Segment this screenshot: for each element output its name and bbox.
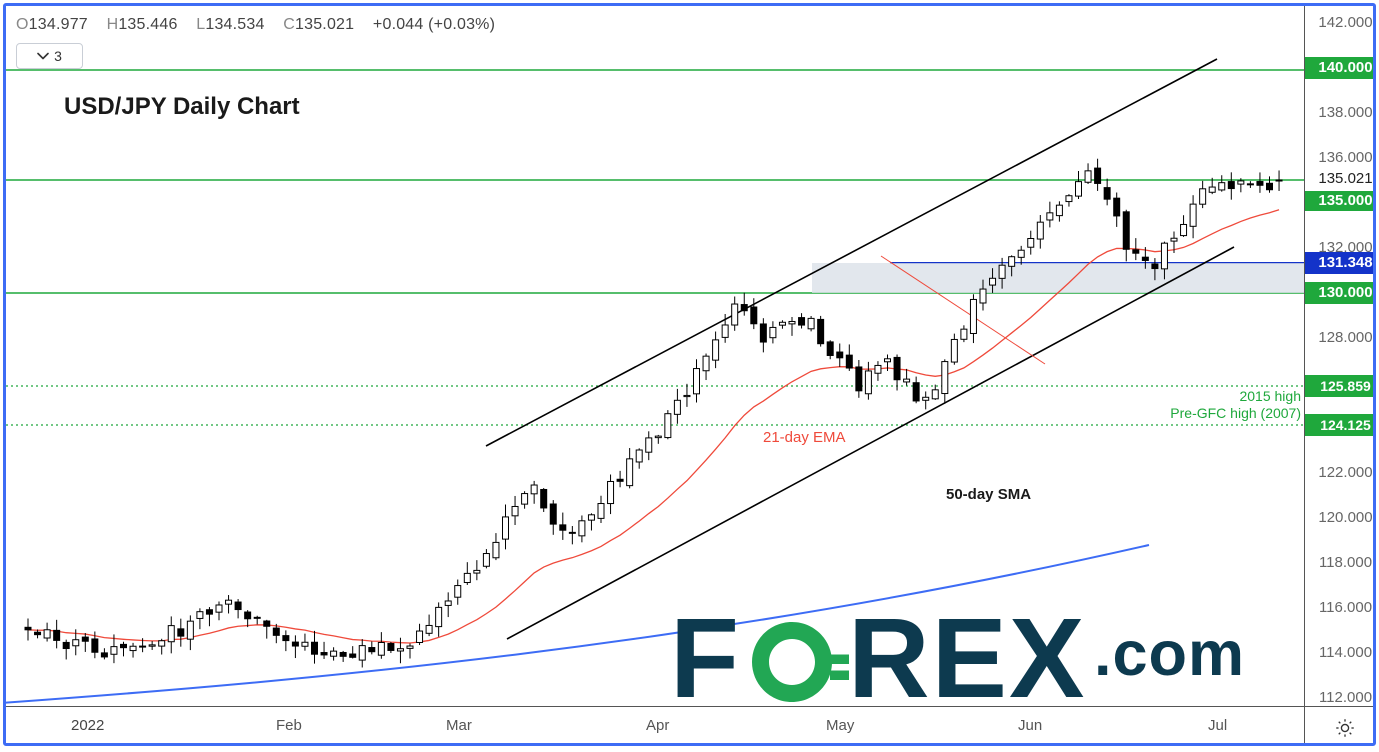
- svg-text:.com: .com: [1094, 619, 1245, 689]
- svg-text:F: F: [676, 616, 735, 716]
- svg-text:REX: REX: [848, 616, 1086, 716]
